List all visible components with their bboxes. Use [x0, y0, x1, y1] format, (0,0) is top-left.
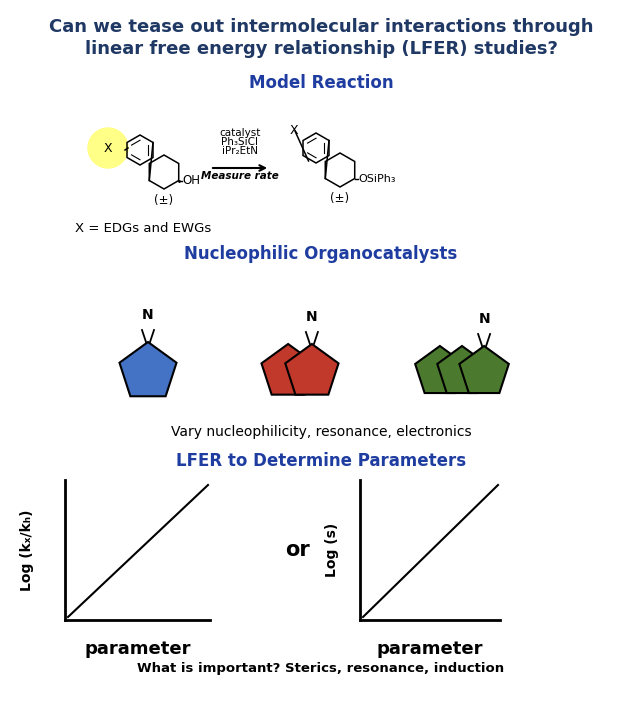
Text: Log (kₓ/kₕ): Log (kₓ/kₕ) [20, 509, 34, 591]
Text: X: X [290, 123, 298, 137]
Text: Ph₃SiCl: Ph₃SiCl [221, 137, 258, 147]
FancyArrowPatch shape [213, 165, 265, 171]
Text: What is important? Sterics, resonance, induction: What is important? Sterics, resonance, i… [138, 662, 505, 675]
Text: linear free energy relationship (LFER) studies?: linear free energy relationship (LFER) s… [85, 40, 557, 58]
Polygon shape [285, 344, 338, 395]
Text: OSiPh₃: OSiPh₃ [359, 173, 396, 183]
Text: parameter: parameter [84, 640, 191, 658]
Text: Vary nucleophilicity, resonance, electronics: Vary nucleophilicity, resonance, electro… [170, 425, 471, 439]
Text: or: or [285, 540, 311, 560]
Text: Log (s): Log (s) [325, 523, 339, 577]
Text: N: N [142, 308, 154, 322]
Circle shape [88, 128, 128, 168]
Text: LFER to Determine Parameters: LFER to Determine Parameters [176, 452, 466, 470]
Text: N: N [306, 310, 318, 324]
Polygon shape [262, 344, 314, 395]
Text: X: X [104, 142, 113, 154]
Text: Can we tease out intermolecular interactions through: Can we tease out intermolecular interact… [49, 18, 593, 36]
Text: N: N [478, 312, 490, 326]
Text: X = EDGs and EWGs: X = EDGs and EWGs [75, 222, 212, 235]
Text: Model Reaction: Model Reaction [249, 74, 394, 92]
Polygon shape [120, 342, 177, 396]
Polygon shape [437, 346, 487, 393]
Text: Nucleophilic Organocatalysts: Nucleophilic Organocatalysts [185, 245, 458, 263]
Text: Measure rate: Measure rate [201, 171, 279, 181]
Text: (±): (±) [331, 192, 350, 205]
Text: catalyst: catalyst [219, 128, 260, 138]
Text: parameter: parameter [377, 640, 484, 658]
Text: iPr₂EtN: iPr₂EtN [222, 146, 258, 156]
Polygon shape [459, 346, 509, 393]
Polygon shape [415, 346, 465, 393]
Text: OH: OH [183, 174, 201, 187]
Text: (±): (±) [154, 194, 174, 207]
